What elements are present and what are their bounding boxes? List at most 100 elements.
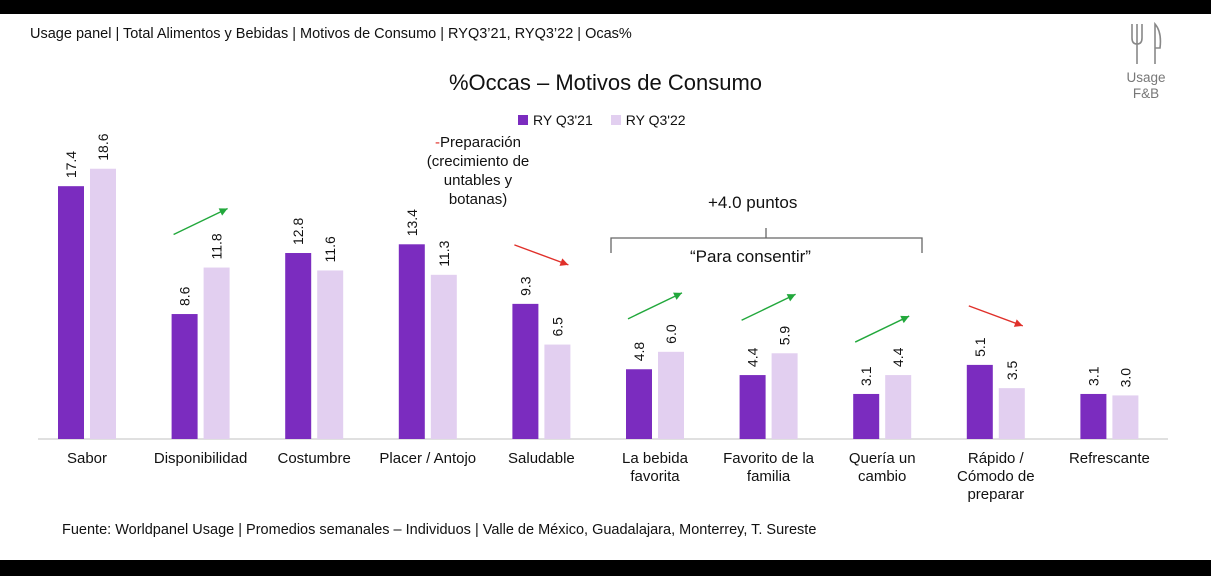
data-label-1-6: 4.4 [745, 347, 761, 367]
chart-legend: RY Q3'21 RY Q3'22 [518, 112, 686, 128]
bar-2-6 [771, 353, 798, 439]
data-label-2-0: 18.6 [95, 133, 111, 160]
data-label-1-3: 13.4 [404, 209, 420, 236]
category-label-6-line-1: familia [746, 468, 791, 485]
category-label-9: Refrescante [1049, 450, 1169, 468]
category-label-5: La bebida favorita [595, 450, 715, 486]
category-label-9-line-0: Refrescante [1068, 450, 1150, 467]
trend-arrow-line-5 [627, 292, 683, 320]
preparacion-annotation: -Preparación (crecimiento de untables y … [408, 133, 548, 209]
trend-arrow-line-4 [514, 244, 569, 266]
trend-arrow-line-7 [854, 315, 910, 343]
bar-1-3 [398, 244, 425, 439]
bar-2-1 [203, 267, 230, 439]
bar-2-4 [544, 344, 571, 439]
category-label-4: Saludable [481, 450, 601, 468]
slide: Usage panel | Total Alimentos y Bebidas … [0, 14, 1211, 560]
data-label-1-1: 8.6 [177, 286, 193, 306]
trend-arrow-head-4 [559, 258, 569, 266]
data-label-1-0: 17.4 [63, 151, 79, 178]
category-label-2: Costumbre [254, 450, 374, 468]
category-label-7-line-1: cambio [858, 468, 907, 485]
preparacion-line4: botanas) [448, 191, 508, 208]
data-label-1-2: 12.8 [290, 218, 306, 245]
trend-arrow-head-5 [673, 292, 682, 300]
bar-1-5 [626, 369, 652, 439]
data-label-1-9: 3.1 [1085, 366, 1101, 386]
usage-logo-line1: Usage [1126, 70, 1166, 85]
category-label-5-line-0: La bebida [622, 450, 688, 467]
data-label-2-1: 11.8 [209, 233, 225, 259]
puntos-annotation: +4.0 puntos [708, 193, 798, 212]
category-label-7: Quería un cambio [822, 450, 942, 486]
data-label-1-8: 5.1 [972, 337, 988, 357]
trend-arrow-line-6 [741, 293, 796, 321]
category-label-6: Favorito de la familia [709, 450, 829, 486]
consentir-annotation: “Para consentir” [690, 247, 811, 266]
data-label-2-9: 3.0 [1117, 368, 1133, 388]
trend-arrow-head-7 [900, 315, 910, 324]
bar-2-3 [430, 274, 457, 439]
category-label-5-line-1: favorita [630, 468, 680, 485]
data-label-1-7: 3.1 [858, 366, 874, 386]
consentir-brace [610, 228, 923, 253]
trend-arrow-head-8 [1013, 319, 1023, 327]
fork-knife-icon [1131, 22, 1162, 64]
legend-swatch-series1 [518, 115, 528, 125]
report-header: Usage panel | Total Alimentos y Bebidas … [30, 26, 632, 42]
data-label-2-4: 6.5 [549, 317, 565, 337]
bar-1-8 [966, 364, 993, 439]
bar-2-9 [1112, 395, 1139, 439]
category-label-2-line-0: Costumbre [277, 450, 351, 467]
bar-1-6 [739, 375, 766, 439]
preparacion-line2: (crecimiento de [426, 153, 530, 170]
bar-1-0 [58, 186, 84, 439]
preparacion-dash: - [435, 134, 441, 151]
chart-title: %Occas – Motivos de Consumo [448, 70, 763, 95]
bar-1-7 [853, 393, 880, 439]
trend-arrow-line-8 [968, 305, 1024, 327]
bar-1-2 [285, 253, 312, 439]
bar-2-5 [658, 351, 684, 439]
legend-label-series2: RY Q3'22 [625, 112, 686, 128]
category-label-8-line-2: preparar [967, 486, 1025, 503]
category-label-0-line-0: Sabor [66, 450, 108, 467]
data-label-2-8: 3.5 [1004, 360, 1020, 380]
data-label-2-3: 11.3 [436, 240, 452, 266]
preparacion-line1-row: -Preparación [408, 133, 548, 152]
category-label-8-line-0: Rápido / [967, 450, 1024, 467]
category-label-4-line-0: Saludable [508, 450, 575, 467]
category-label-8-line-1: Cómodo de [957, 468, 1035, 485]
bar-chart: 17.4 18.6 8.6 11.8 12.8 11.6 13.4 11.3 9.3 6.5 4.8… [38, 133, 1168, 440]
bar-2-2 [317, 270, 344, 439]
preparacion-line1: Preparación [440, 134, 521, 151]
category-label-3: Placer / Antojo [368, 450, 488, 468]
bar-2-7 [885, 375, 912, 439]
category-label-7-line-0: Quería un [848, 450, 916, 467]
data-label-1-4: 9.3 [517, 276, 533, 296]
bars-group: 17.4 18.6 8.6 11.8 12.8 11.6 13.4 11.3 9.3 6.5 4.8… [58, 133, 1139, 439]
category-label-0: Sabor [27, 450, 147, 468]
legend-label-series1: RY Q3'21 [533, 112, 593, 128]
legend-swatch-series2 [610, 115, 621, 125]
bar-1-9 [1080, 393, 1107, 439]
bar-2-0 [90, 168, 116, 439]
category-label-8: Rápido / Cómodo de preparar [936, 450, 1056, 504]
bar-1-1 [171, 314, 198, 439]
trend-arrow-head-6 [786, 294, 796, 302]
top-black-strip [0, 0, 1211, 14]
data-label-2-2: 11.6 [322, 236, 338, 262]
footer-source: Fuente: Worldpanel Usage | Promedios sem… [62, 522, 817, 538]
category-label-1: Disponibilidad [141, 450, 261, 468]
bar-2-8 [998, 388, 1025, 439]
data-label-2-7: 4.4 [890, 347, 906, 367]
usage-logo: Usage F&B [1116, 22, 1176, 102]
category-label-3-line-0: Placer / Antojo [379, 450, 477, 467]
category-label-1-line-0: Disponibilidad [153, 450, 248, 467]
data-label-2-5: 6.0 [663, 324, 679, 344]
category-label-6-line-0: Favorito de la [723, 450, 815, 467]
bottom-black-strip [0, 560, 1211, 576]
preparacion-line3: untables y [443, 172, 513, 189]
usage-logo-line2: F&B [1132, 86, 1160, 101]
trend-arrow-line-1 [173, 207, 228, 236]
